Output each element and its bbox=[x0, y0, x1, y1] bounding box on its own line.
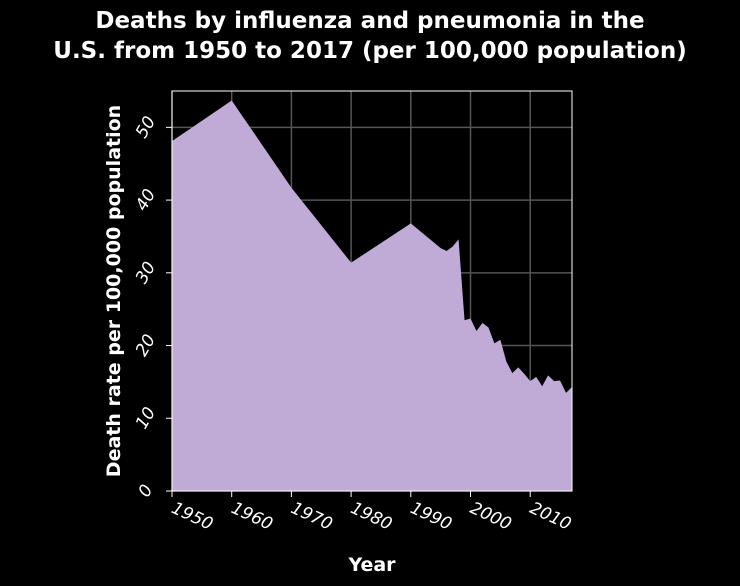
x-tick-label: 1960 bbox=[228, 498, 276, 534]
y-tick-label: 0 bbox=[135, 481, 158, 500]
y-tick-label: 40 bbox=[132, 186, 160, 215]
chart-title-line-2: U.S. from 1950 to 2017 (per 100,000 popu… bbox=[53, 38, 687, 64]
x-tick-label: 2010 bbox=[526, 498, 574, 534]
x-tick-label: 1990 bbox=[407, 498, 455, 534]
x-tick-label: 1950 bbox=[168, 498, 216, 534]
x-axis-label: Year bbox=[347, 554, 396, 576]
area-fill bbox=[172, 100, 572, 492]
chart-title-line-1: Deaths by influenza and pneumonia in the bbox=[95, 8, 645, 34]
plot-frame bbox=[171, 90, 573, 492]
x-tick-label: 1980 bbox=[347, 498, 395, 534]
x-tick-label: 1970 bbox=[288, 498, 336, 534]
y-tick-label: 30 bbox=[132, 258, 160, 287]
y-tick-label: 20 bbox=[132, 331, 160, 360]
area-series bbox=[172, 100, 572, 492]
y-axis-label: Death rate per 100,000 population bbox=[103, 105, 125, 477]
chart-title: Deaths by influenza and pneumonia in the… bbox=[0, 6, 740, 66]
y-tick-label: 10 bbox=[132, 404, 160, 433]
x-tick-label: 2000 bbox=[467, 498, 515, 534]
y-tick-label: 50 bbox=[132, 113, 160, 142]
